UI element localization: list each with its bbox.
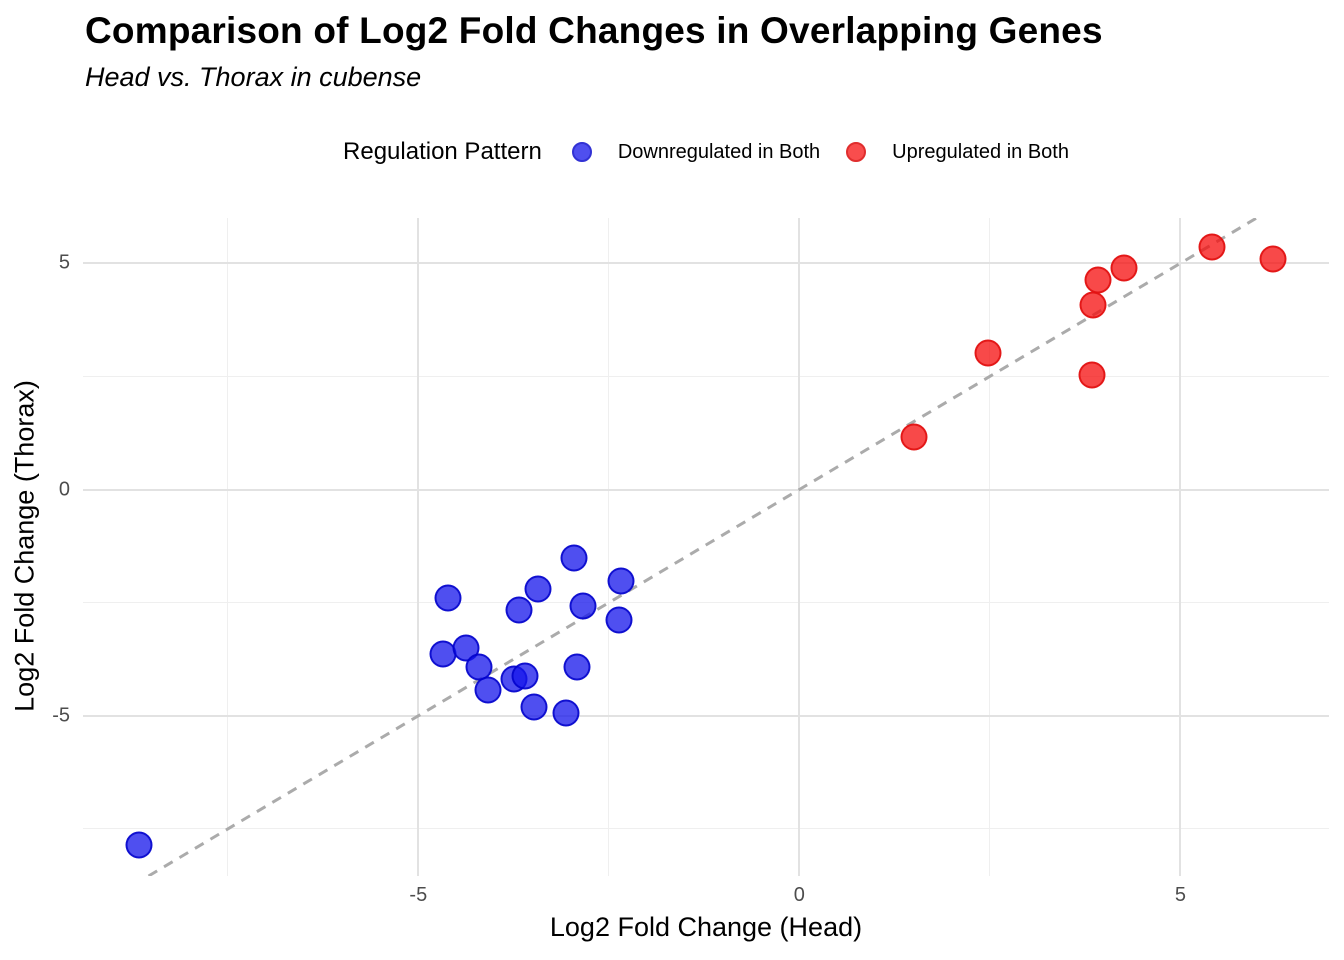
major-gridline-horizontal (83, 714, 1329, 717)
scatter-point-upregulated (1198, 233, 1226, 261)
minor-gridline-horizontal (83, 375, 1329, 377)
identity-line-layer (147, 218, 1258, 876)
scatter-point-downregulated (505, 596, 533, 624)
minor-gridline-horizontal (83, 602, 1329, 604)
scatter-point-downregulated (552, 699, 580, 727)
scatter-point-downregulated (607, 567, 635, 595)
scatter-point-downregulated (520, 693, 548, 721)
y-tick-label: 5 (58, 251, 70, 274)
x-axis-title: Log2 Fold Change (Head) (549, 912, 863, 942)
legend-item-upregulated: Upregulated in Both (846, 141, 1069, 164)
scatter-point-upregulated (1084, 266, 1112, 294)
x-tick-label: 5 (1174, 884, 1186, 906)
scatter-point-downregulated (125, 831, 153, 859)
legend-label-downregulated: Downregulated in Both (617, 140, 821, 163)
minor-gridline-vertical (608, 218, 610, 876)
major-gridline-vertical (798, 218, 801, 876)
minor-gridline-horizontal (83, 828, 1329, 830)
scatter-point-upregulated (1110, 254, 1138, 282)
legend-label-upregulated: Upregulated in Both (892, 140, 1069, 163)
major-gridline-vertical (1179, 218, 1182, 876)
chart-title: Comparison of Log2 Fold Changes in Overl… (85, 10, 1103, 51)
scatter-point-upregulated (1259, 245, 1287, 273)
scatter-point-downregulated (511, 662, 539, 690)
y-axis-tick-labels: 5 0 -5 (0, 218, 70, 876)
scatter-point-upregulated (1079, 291, 1107, 319)
legend-title: Regulation Pattern (343, 138, 542, 165)
scatter-point-downregulated (560, 544, 588, 572)
scatter-point-upregulated (900, 423, 928, 451)
upregulated-point-icon (846, 142, 867, 162)
major-gridline-vertical (417, 218, 420, 876)
x-tick-label: -5 (409, 884, 428, 906)
downregulated-point-icon (571, 142, 592, 162)
scatter-point-downregulated (474, 676, 502, 704)
scatter-point-downregulated (524, 575, 552, 603)
scatter-point-downregulated (605, 606, 633, 634)
y-tick-label: 0 (58, 478, 70, 501)
scatter-point-downregulated (434, 584, 462, 612)
x-tick-label: 0 (793, 884, 805, 906)
x-axis-tick-labels: -5 0 5 (83, 884, 1329, 910)
major-gridline-horizontal (83, 488, 1329, 491)
minor-gridline-vertical (227, 218, 229, 876)
major-gridline-horizontal (83, 262, 1329, 265)
scatter-point-downregulated (569, 592, 597, 620)
y-tick-label: -5 (52, 704, 70, 727)
scatter-point-upregulated (974, 339, 1002, 367)
plot-panel (83, 218, 1329, 876)
chart-subtitle: Head vs. Thorax in cubense (85, 62, 422, 92)
y-axis-title: Log2 Fold Change (Thorax) (9, 380, 40, 712)
scatter-point-downregulated (563, 653, 591, 681)
scatter-point-upregulated (1078, 361, 1106, 389)
legend-item-downregulated: Downregulated in Both (571, 140, 821, 164)
legend: Regulation Pattern Downregulated in Both… (83, 130, 1329, 174)
minor-gridline-vertical (989, 218, 991, 876)
